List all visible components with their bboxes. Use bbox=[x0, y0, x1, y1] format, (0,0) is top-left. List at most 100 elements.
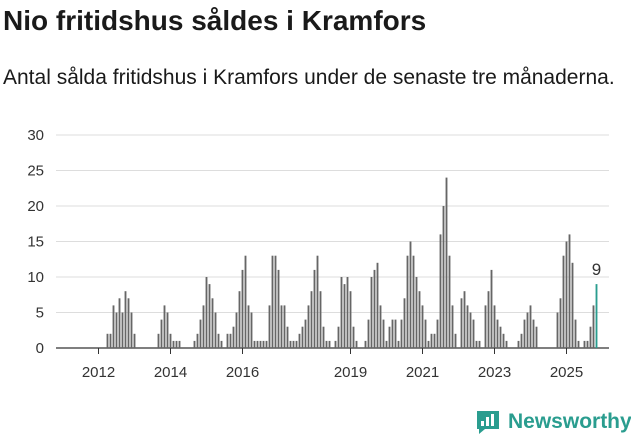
bar bbox=[217, 333, 220, 348]
bar bbox=[241, 269, 244, 348]
bar bbox=[112, 305, 115, 348]
bar bbox=[496, 319, 499, 348]
x-tick-label: 2023 bbox=[478, 364, 511, 381]
bar bbox=[280, 305, 283, 348]
bar bbox=[133, 333, 136, 348]
bar bbox=[130, 312, 133, 348]
bar bbox=[220, 340, 223, 348]
bar bbox=[364, 340, 367, 348]
bar bbox=[388, 326, 391, 348]
bar bbox=[415, 277, 418, 348]
y-tick-label: 25 bbox=[27, 163, 44, 180]
bar bbox=[298, 333, 301, 348]
bar bbox=[484, 305, 487, 348]
bar bbox=[526, 312, 529, 348]
bar bbox=[448, 255, 451, 348]
x-tick-label: 2021 bbox=[406, 364, 439, 381]
bar bbox=[229, 333, 232, 348]
bar-latest bbox=[595, 284, 598, 348]
bar bbox=[385, 340, 388, 348]
bar bbox=[583, 340, 586, 348]
bar bbox=[193, 340, 196, 348]
bar bbox=[307, 305, 310, 348]
bar bbox=[373, 269, 376, 348]
bar bbox=[403, 298, 406, 348]
bar bbox=[529, 305, 532, 348]
bar bbox=[157, 333, 160, 348]
bar bbox=[271, 255, 274, 348]
bar bbox=[274, 255, 277, 348]
bar bbox=[502, 333, 505, 348]
bar bbox=[325, 340, 328, 348]
bar bbox=[163, 305, 166, 348]
bar bbox=[577, 340, 580, 348]
bar bbox=[430, 333, 433, 348]
bar bbox=[409, 241, 412, 348]
bar bbox=[208, 284, 211, 348]
bar bbox=[256, 340, 259, 348]
y-tick-label: 30 bbox=[27, 127, 44, 144]
bar bbox=[520, 333, 523, 348]
bar bbox=[337, 326, 340, 348]
y-tick-label: 0 bbox=[36, 340, 44, 357]
bar bbox=[313, 269, 316, 348]
x-tick-label: 2012 bbox=[82, 364, 115, 381]
bar bbox=[214, 312, 217, 348]
bar bbox=[205, 277, 208, 348]
bar bbox=[574, 319, 577, 348]
bar bbox=[451, 305, 454, 348]
chart-title: Nio fritidshus såldes i Kramfors bbox=[3, 5, 427, 36]
bar bbox=[106, 333, 109, 348]
bar bbox=[340, 277, 343, 348]
y-tick-label: 15 bbox=[27, 234, 44, 251]
bar bbox=[121, 312, 124, 348]
bar bbox=[562, 255, 565, 348]
bar bbox=[460, 298, 463, 348]
bar bbox=[283, 305, 286, 348]
bar bbox=[178, 340, 181, 348]
y-tick-label: 20 bbox=[27, 198, 44, 215]
bar bbox=[442, 206, 445, 348]
bar bbox=[379, 305, 382, 348]
bar bbox=[232, 326, 235, 348]
bar bbox=[589, 326, 592, 348]
bar bbox=[235, 312, 238, 348]
bar bbox=[466, 305, 469, 348]
bar bbox=[532, 319, 535, 348]
bar bbox=[196, 333, 199, 348]
bar bbox=[556, 312, 559, 348]
bar bbox=[316, 255, 319, 348]
newsworthy-logo: Newsworthy bbox=[474, 407, 631, 437]
bar bbox=[115, 312, 118, 348]
bar bbox=[202, 305, 205, 348]
bar bbox=[286, 326, 289, 348]
bar bbox=[475, 340, 478, 348]
bar bbox=[109, 333, 112, 348]
bar bbox=[382, 319, 385, 348]
bar bbox=[268, 305, 271, 348]
bar bbox=[559, 298, 562, 348]
bar bbox=[259, 340, 262, 348]
bar bbox=[250, 312, 253, 348]
bar bbox=[376, 262, 379, 348]
bar bbox=[289, 340, 292, 348]
bar bbox=[469, 312, 472, 348]
x-tick-label: 2019 bbox=[334, 364, 367, 381]
bar bbox=[352, 326, 355, 348]
bar bbox=[118, 298, 121, 348]
bar bbox=[253, 340, 256, 348]
bar bbox=[427, 340, 430, 348]
bar bbox=[565, 241, 568, 348]
bar bbox=[523, 319, 526, 348]
bar bbox=[571, 262, 574, 348]
bar bbox=[349, 291, 352, 348]
bar bbox=[499, 326, 502, 348]
bar bbox=[394, 319, 397, 348]
y-tick-label: 5 bbox=[36, 305, 44, 322]
bar bbox=[517, 340, 520, 348]
brand-name: Newsworthy bbox=[508, 410, 631, 433]
bar bbox=[247, 305, 250, 348]
bar bbox=[433, 333, 436, 348]
bar bbox=[175, 340, 178, 348]
